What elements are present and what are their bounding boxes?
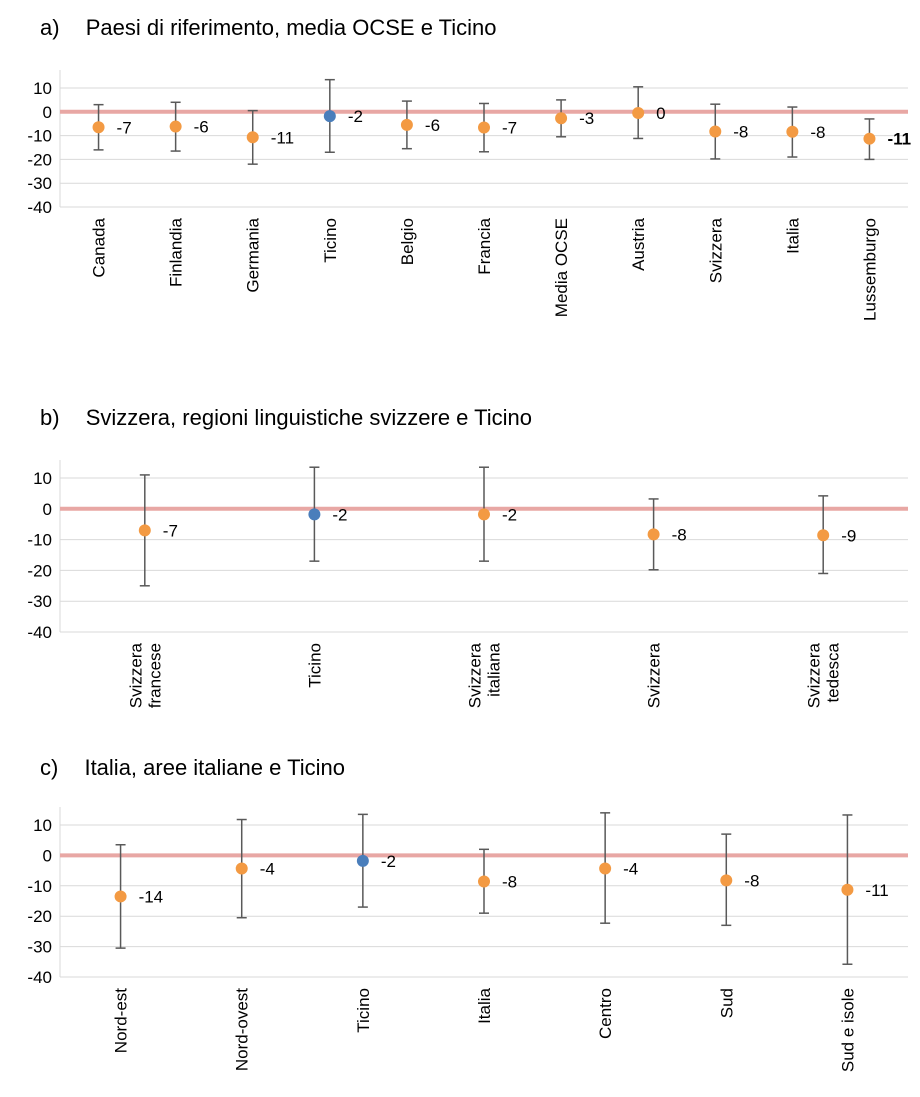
data-label: -8 [744,871,759,890]
data-point [169,120,182,133]
y-tick-label: 10 [33,79,52,98]
data-label: -7 [117,118,132,137]
panel-c-letter: c) [40,755,59,780]
data-point [235,862,248,875]
chart-b: 10 0 -10 -20 -30 -40 -7 Svizzerafrancese -2 Ticin… [27,460,908,708]
data-point [478,508,490,521]
y-tick-label: -30 [27,938,52,957]
y-tick-label: -10 [27,127,52,146]
data-point [478,875,490,888]
x-tick-label: Italia [783,217,802,253]
data-label: -4 [260,859,275,878]
data-point [709,125,722,138]
y-tick-label: -10 [27,531,52,550]
data-point [114,890,127,903]
data-label: -2 [381,852,396,871]
x-tick-label: Centro [596,988,615,1039]
x-tick-label: Belgio [398,218,417,265]
data-point [246,131,259,144]
x-tick-label: Svizzeraitaliana [466,642,504,708]
data-point [863,132,876,145]
data-point [138,524,151,537]
x-tick-label: Italia [475,987,494,1023]
data-point [647,528,660,541]
data-label: -6 [425,116,440,135]
x-tick-label: Sud e isole [838,988,857,1072]
x-tick-label: Nord-ovest [233,988,252,1071]
data-point-highlight [308,508,321,521]
y-tick-label: -20 [27,561,52,580]
data-point-highlight [323,110,336,123]
data-label: -6 [194,118,209,137]
y-tick-label: -40 [27,198,52,217]
data-point-highlight [356,854,369,867]
y-tick-label: 10 [33,469,52,488]
x-tick-label: Svizzerafrancese [126,642,164,708]
data-label: -11 [271,128,294,147]
x-tick-label: Austria [629,217,648,270]
x-tick-label: Ticino [305,643,324,688]
data-label: -2 [348,107,363,126]
x-tick-label: Francia [475,217,494,274]
data-label: -2 [502,505,517,524]
data-point [817,529,830,542]
data-label: -14 [139,887,164,906]
x-tick-label: Svizzeratedesca [805,642,843,708]
panel-a-letter: a) [40,15,60,40]
panel-b-letter: b) [40,405,60,430]
y-tick-label: 0 [43,846,52,865]
data-point [786,125,799,138]
x-tick-label: Media OCSE [552,218,571,317]
x-tick-label: Sud [717,988,736,1018]
data-point [92,121,105,134]
panel-b-title-text: Svizzera, regioni linguistiche svizzere … [85,405,532,430]
data-point [400,118,413,131]
data-label: -7 [163,521,178,540]
x-tick-label: Canada [90,217,109,277]
data-label: -9 [841,526,856,545]
data-label: -8 [810,123,825,142]
panel-b-title: b) Svizzera, regioni linguistiche svizze… [40,405,532,431]
y-tick-label: -20 [27,150,52,169]
data-label: -3 [579,109,594,128]
data-label: -8 [672,525,687,544]
panel-a-title: a) Paesi di riferimento, media OCSE e Ti… [40,15,497,41]
y-tick-label: 10 [33,816,52,835]
x-tick-label: Ticino [321,218,340,263]
data-point [478,121,490,134]
y-tick-label: 0 [43,500,52,519]
x-tick-label: Lussemburgo [860,218,879,321]
panel-c-title: c) Italia, aree italiane e Ticino [40,755,345,781]
data-point [720,874,733,887]
y-tick-label: -20 [27,907,52,926]
data-label: -11 [865,881,888,900]
data-point [632,106,645,119]
panel-a-title-text: Paesi di riferimento, media OCSE e Ticin… [85,15,497,40]
y-tick-label: -10 [27,877,52,896]
x-tick-label: Germania [244,217,263,292]
data-label: -4 [623,859,638,878]
data-label: -2 [332,505,347,524]
x-tick-label: Nord-est [112,988,131,1053]
x-tick-label: Svizzera [706,217,725,283]
data-label: 0 [656,104,665,123]
panel-c-title-text: Italia, aree italiane e Ticino [84,755,345,780]
y-tick-label: -40 [27,968,52,987]
chart-a: 100-10-20-30-40-7Canada-6Finlandia-11Ger… [27,70,911,321]
data-label: -8 [502,873,517,892]
data-label: -11 [887,130,911,149]
y-tick-label: 0 [43,103,52,122]
y-tick-label: -40 [27,623,52,642]
data-label: -7 [502,119,517,138]
data-point [555,112,568,125]
x-tick-label: Svizzera [645,642,664,708]
data-point [841,883,854,896]
x-tick-label: Ticino [354,988,373,1033]
y-tick-label: -30 [27,592,52,611]
data-point [599,862,612,875]
data-label: -8 [733,123,748,142]
x-tick-label: Finlandia [167,217,186,287]
y-tick-label: -30 [27,174,52,193]
